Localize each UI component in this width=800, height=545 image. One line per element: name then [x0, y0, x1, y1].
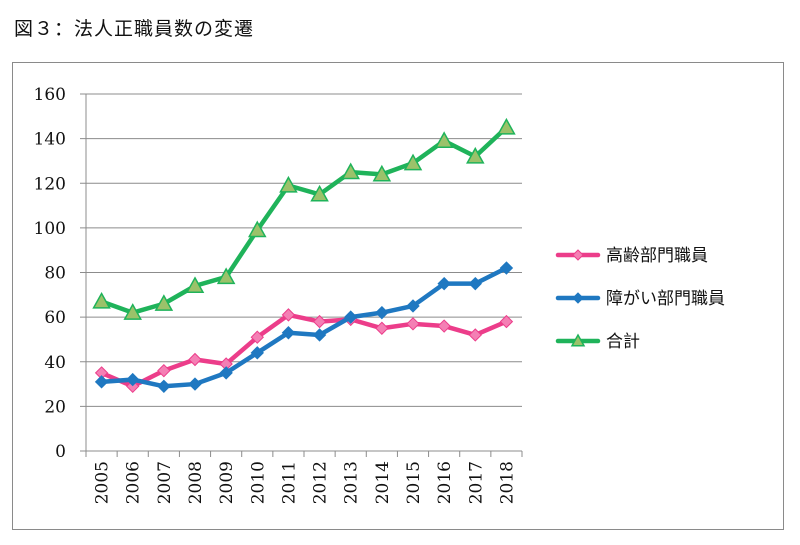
- data-point-marker: [312, 314, 327, 329]
- y-tick-label: 40: [44, 353, 66, 373]
- data-point-marker: [126, 372, 140, 387]
- data-point-marker: [188, 377, 202, 391]
- gridlines: [86, 93, 522, 407]
- data-point-marker: [281, 308, 296, 322]
- data-point-marker: [123, 303, 142, 320]
- x-tick-label: 2012: [311, 461, 331, 504]
- data-point-marker: [499, 261, 514, 275]
- legend-marker: [572, 249, 584, 261]
- x-tick-label: 2014: [373, 461, 393, 504]
- x-tick-label: 2011: [279, 461, 299, 504]
- y-tick-label: 140: [34, 130, 66, 150]
- x-tick-label: 2015: [404, 461, 424, 504]
- legend-marker: [570, 333, 586, 347]
- x-tick-label: 2007: [155, 461, 175, 504]
- data-point-marker: [406, 299, 420, 313]
- data-point-marker: [434, 131, 454, 149]
- y-tick-label: 100: [34, 219, 66, 239]
- data-point-marker: [94, 375, 109, 389]
- y-tick-label: 20: [44, 397, 66, 417]
- data-point-marker: [344, 310, 358, 324]
- data-point-marker: [310, 184, 329, 202]
- data-point-marker: [154, 294, 174, 311]
- data-point-marker: [281, 326, 296, 340]
- data-point-marker: [375, 321, 389, 335]
- series-lines: [92, 117, 516, 394]
- data-point-marker: [219, 366, 233, 380]
- x-tick-label: 2005: [93, 461, 113, 504]
- data-point-marker: [466, 146, 485, 164]
- legend-marker: [572, 292, 584, 304]
- x-tick-label: 2008: [186, 461, 206, 504]
- data-point-marker: [437, 276, 451, 291]
- legend-label: 障がい部門職員: [606, 289, 725, 309]
- axes: 0 20 40 60 80 100 120 140 160 2005 2006 2007 2008 200…: [34, 85, 523, 504]
- x-tick-label: 2017: [466, 461, 486, 504]
- data-point-marker: [468, 328, 482, 342]
- data-point-marker: [375, 305, 389, 320]
- x-tick-label: 2010: [248, 461, 268, 504]
- y-tick-label: 80: [44, 264, 66, 284]
- data-point-marker: [92, 291, 111, 309]
- data-point-marker: [403, 153, 423, 171]
- data-point-marker: [157, 379, 171, 394]
- data-point-marker: [185, 276, 205, 294]
- y-tick-label: 0: [55, 442, 66, 462]
- data-point-marker: [437, 319, 451, 333]
- legend-label: 合計: [606, 332, 640, 352]
- data-point-marker: [497, 117, 516, 135]
- data-point-marker: [250, 346, 264, 360]
- legend-label: 高齢部門職員: [606, 246, 708, 266]
- data-point-marker: [250, 330, 264, 344]
- x-tick-label: 2013: [342, 461, 362, 504]
- data-point-marker: [468, 276, 482, 291]
- data-point-marker: [216, 267, 236, 285]
- x-tick-label: 2018: [497, 461, 517, 504]
- chart-frame: [12, 62, 784, 530]
- data-point-marker: [248, 220, 267, 238]
- data-point-marker: [279, 175, 298, 193]
- data-point-marker: [406, 317, 420, 331]
- data-point-marker: [372, 164, 392, 182]
- data-point-marker: [157, 363, 171, 378]
- x-tick-label: 2016: [435, 461, 455, 504]
- x-tick-label: 2006: [124, 461, 144, 504]
- x-tick-label: 2009: [217, 461, 237, 504]
- figure-caption: 図３：法人正職員数の変遷: [14, 18, 255, 40]
- data-point-marker: [188, 352, 202, 367]
- data-point-marker: [341, 162, 360, 180]
- data-point-marker: [499, 314, 514, 329]
- y-tick-label: 120: [34, 174, 66, 194]
- y-tick-label: 60: [44, 308, 66, 328]
- y-tick-label: 160: [34, 85, 66, 105]
- data-point-marker: [312, 328, 327, 342]
